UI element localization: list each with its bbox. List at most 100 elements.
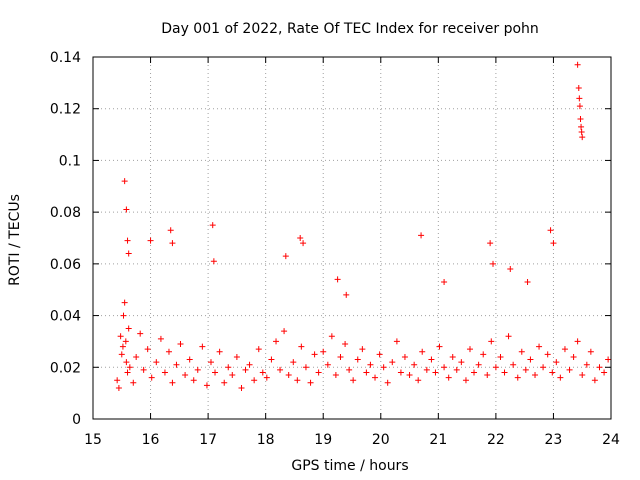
data-point-plus-marker [242, 366, 249, 373]
data-point-plus-marker [114, 377, 121, 384]
data-point-plus-marker [480, 351, 487, 358]
x-tick-label: 23 [545, 432, 563, 448]
data-point-plus-marker [547, 227, 554, 234]
data-point-plus-marker [229, 372, 236, 379]
data-point-plus-marker [117, 333, 124, 340]
y-tick-label: 0.1 [59, 153, 81, 169]
data-point-plus-marker [401, 353, 408, 360]
data-point-plus-marker [115, 384, 122, 391]
data-point-plus-marker [441, 278, 448, 285]
data-point-plus-marker [507, 266, 514, 273]
data-point-plus-marker [570, 353, 577, 360]
data-point-plus-marker [125, 325, 132, 332]
y-tick-label: 0.12 [50, 102, 81, 118]
data-point-plus-marker [297, 235, 304, 241]
data-point-plus-marker [137, 330, 144, 337]
data-point-plus-marker [418, 232, 425, 239]
data-point-plus-marker [302, 364, 309, 371]
data-point-plus-marker [125, 250, 132, 257]
data-point-plus-marker [140, 366, 147, 373]
data-point-plus-marker [238, 384, 245, 391]
data-point-plus-marker [527, 356, 534, 363]
x-tick-label: 20 [372, 432, 390, 448]
data-point-plus-marker [550, 240, 557, 247]
data-point-plus-marker [173, 361, 180, 368]
data-point-plus-marker [441, 364, 448, 371]
data-point-plus-marker [216, 348, 223, 355]
data-point-plus-marker [583, 361, 590, 368]
plot-border [92, 56, 612, 420]
data-point-plus-marker [354, 356, 361, 363]
data-point-plus-marker [233, 353, 240, 360]
data-point-plus-marker [148, 374, 155, 381]
data-point-plus-marker [203, 382, 210, 389]
data-point-plus-marker [334, 276, 341, 283]
data-point-plus-marker [591, 377, 598, 384]
data-point-plus-marker [518, 348, 525, 355]
data-point-plus-marker [466, 346, 473, 353]
data-point-plus-marker [221, 379, 228, 386]
data-point-plus-marker [332, 372, 339, 379]
data-point-plus-marker [320, 348, 327, 355]
data-point-plus-marker [359, 346, 366, 353]
data-points [114, 61, 612, 391]
data-point-plus-marker [165, 348, 172, 355]
data-point-plus-marker [501, 369, 508, 376]
x-tick-label: 16 [142, 432, 160, 448]
data-point-plus-marker [225, 364, 232, 371]
grid-lines [93, 57, 611, 419]
data-point-plus-marker [428, 356, 435, 363]
data-point-plus-marker [300, 240, 307, 247]
data-point-plus-marker [577, 116, 584, 123]
data-point-plus-marker [484, 372, 491, 379]
y-axis-label: ROTI / TECUs [7, 194, 23, 286]
data-point-plus-marker [445, 374, 452, 381]
x-axis-label: GPS time / hours [291, 458, 408, 474]
data-point-plus-marker [294, 377, 301, 384]
data-point-plus-marker [281, 328, 288, 335]
data-point-plus-marker [574, 61, 581, 68]
data-point-plus-marker [147, 237, 154, 244]
data-point-plus-marker [497, 353, 504, 360]
data-point-plus-marker [255, 346, 262, 353]
data-point-plus-marker [389, 359, 396, 366]
data-point-plus-marker [393, 338, 400, 345]
data-point-plus-marker [579, 134, 586, 141]
data-point-plus-marker [363, 369, 370, 376]
data-point-plus-marker [207, 359, 214, 366]
data-point-plus-marker [384, 379, 391, 386]
data-point-plus-marker [120, 312, 127, 319]
data-point-plus-marker [367, 361, 374, 368]
y-tick-label: 0 [72, 412, 81, 428]
data-point-plus-marker [601, 369, 608, 376]
data-point-plus-marker [153, 359, 160, 366]
data-point-plus-marker [510, 361, 517, 368]
y-tick-label: 0.08 [50, 205, 81, 221]
y-tick-label: 0.06 [50, 257, 81, 273]
data-point-plus-marker [167, 227, 174, 234]
data-point-plus-marker [169, 240, 176, 247]
data-point-plus-marker [144, 346, 151, 353]
data-point-plus-marker [540, 364, 547, 371]
data-point-plus-marker [177, 341, 184, 348]
x-tick-label: 22 [487, 432, 505, 448]
data-point-plus-marker [475, 361, 482, 368]
data-point-plus-marker [259, 369, 266, 376]
data-point-plus-marker [575, 85, 582, 92]
data-point-plus-marker [337, 353, 344, 360]
data-point-plus-marker [350, 377, 357, 384]
data-point-plus-marker [596, 364, 603, 371]
data-point-plus-marker [557, 374, 564, 381]
data-point-plus-marker [282, 253, 289, 260]
data-point-plus-marker [123, 359, 130, 366]
data-point-plus-marker [251, 377, 258, 384]
x-tick-label: 24 [602, 432, 620, 448]
data-point-plus-marker [126, 364, 133, 371]
data-point-plus-marker [307, 379, 314, 386]
data-point-plus-marker [423, 366, 430, 373]
x-axis-ticks: 15 16 17 18 19 20 21 22 23 24 [84, 57, 620, 448]
data-point-plus-marker [324, 361, 331, 368]
data-point-plus-marker [343, 291, 350, 298]
data-point-plus-marker [210, 258, 217, 265]
data-point-plus-marker [579, 372, 586, 379]
